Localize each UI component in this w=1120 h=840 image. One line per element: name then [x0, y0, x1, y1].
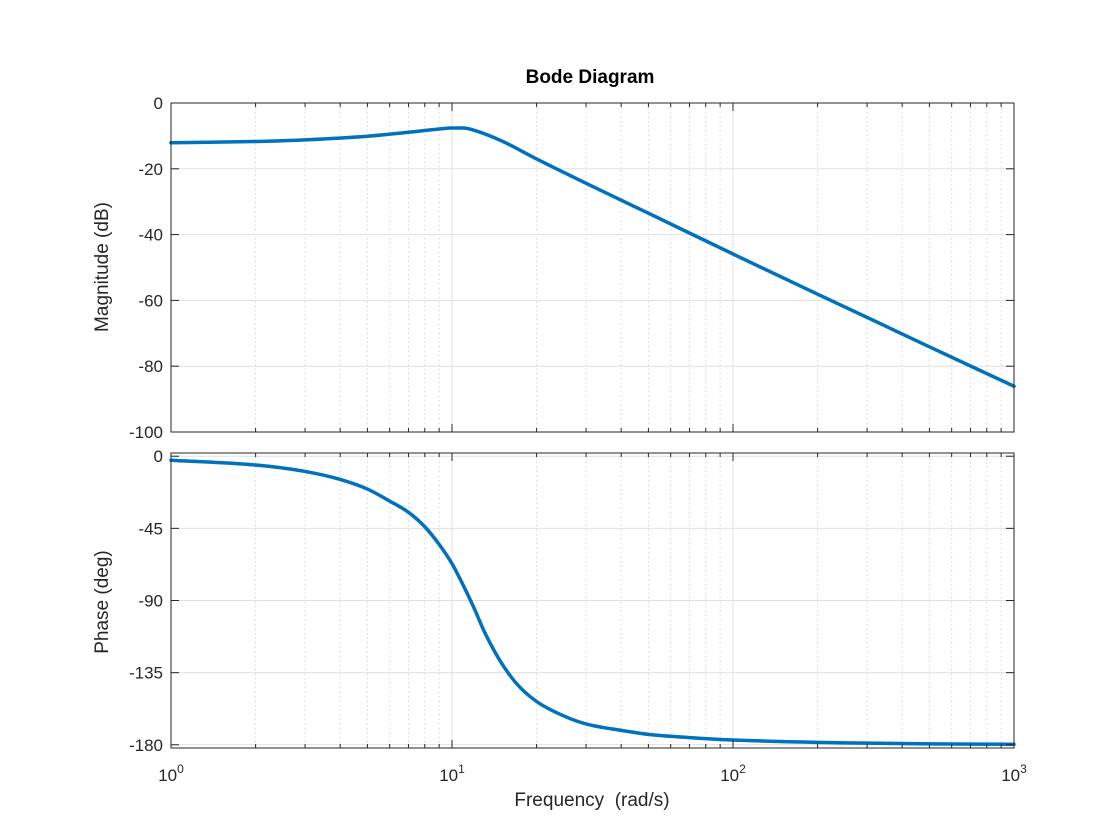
y-tick-label: 0: [154, 94, 163, 113]
magnitude-y-axis-label: Magnitude (dB): [92, 202, 113, 332]
phase-y-axis-label: Phase (deg): [92, 550, 113, 654]
y-tick-label: -180: [129, 736, 163, 755]
magnitude-series-line: [169, 126, 1016, 389]
magnitude-axes-box: [170, 102, 1015, 433]
phase-grid: [171, 453, 1014, 748]
x-tick-label: 102: [720, 762, 746, 785]
phase-series-line: [169, 458, 1016, 747]
x-ticks: 100 101 102 103: [158, 103, 1027, 785]
y-tick-label: -135: [129, 664, 163, 683]
chart-title: Bode Diagram: [526, 67, 655, 88]
phase-y-ticks: 0 -45 -90 -135 -180: [129, 447, 1014, 755]
y-tick-label: -40: [138, 226, 163, 245]
x-tick-label: 103: [1001, 762, 1027, 785]
y-tick-label: -100: [129, 423, 163, 442]
y-tick-label: -60: [138, 291, 163, 310]
y-tick-label: -20: [138, 160, 163, 179]
y-tick-label: -45: [138, 519, 163, 538]
magnitude-panel: 0 -20 -40 -60 -80 -100 Magnitude (dB): [92, 94, 1016, 442]
y-tick-label: 0: [154, 447, 163, 466]
magnitude-y-ticks: 0 -20 -40 -60 -80 -100: [129, 94, 1014, 442]
x-tick-label: 100: [158, 762, 184, 785]
x-tick-label: 101: [439, 762, 465, 785]
y-tick-label: -90: [138, 592, 163, 611]
x-axis-label: Frequency (rad/s): [514, 790, 669, 811]
phase-panel: 0 -45 -90 -135 -180 Phase (deg): [92, 447, 1016, 755]
y-tick-label: -80: [138, 357, 163, 376]
magnitude-grid: [171, 103, 1014, 432]
